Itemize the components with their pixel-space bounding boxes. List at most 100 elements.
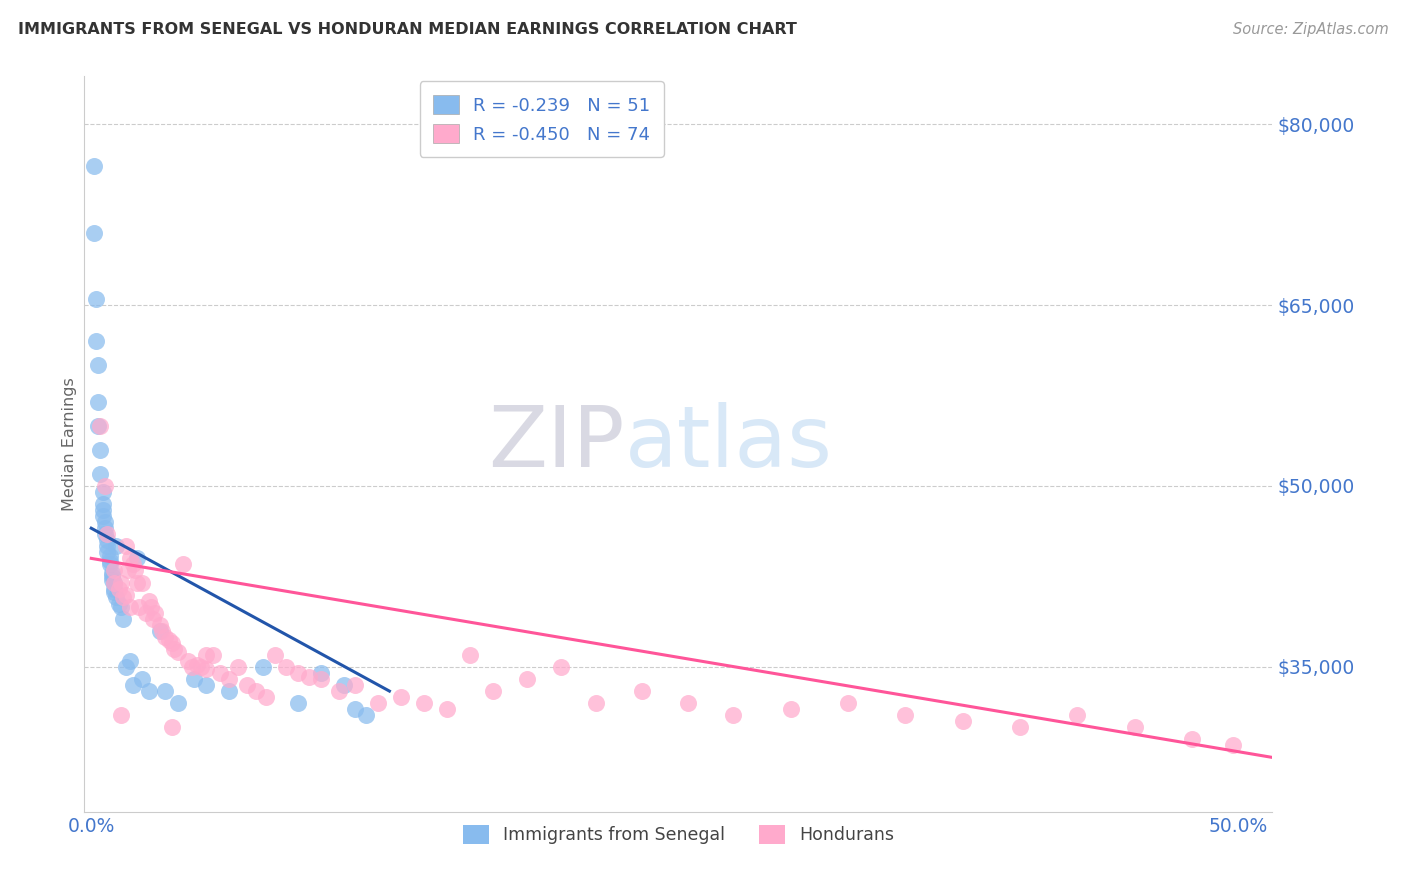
Point [127, 575, 149, 590]
Point [779, 702, 801, 716]
Point [84, 292, 107, 306]
Point [135, 606, 157, 620]
Point [894, 708, 917, 723]
Point [356, 708, 378, 723]
Point [142, 612, 165, 626]
Point [117, 564, 139, 578]
Point [194, 648, 217, 662]
Point [1123, 720, 1146, 734]
Point [110, 599, 132, 614]
Point [105, 539, 128, 553]
Point [630, 684, 652, 698]
Point [103, 575, 125, 590]
Point [103, 564, 125, 578]
Point [236, 678, 259, 692]
Point [153, 684, 176, 698]
Point [98, 554, 121, 568]
Point [181, 660, 204, 674]
Point [120, 654, 142, 668]
Point [89, 467, 111, 481]
Point [127, 551, 149, 566]
Text: Source: ZipAtlas.com: Source: ZipAtlas.com [1233, 22, 1389, 37]
Point [1010, 720, 1032, 734]
Point [101, 566, 124, 580]
Point [91, 509, 114, 524]
Point [96, 533, 118, 548]
Point [87, 359, 110, 373]
Point [287, 665, 309, 680]
Point [121, 558, 143, 572]
Point [107, 597, 129, 611]
Point [105, 590, 128, 604]
Point [276, 660, 298, 674]
Point [163, 641, 186, 656]
Point [87, 418, 110, 433]
Point [91, 485, 114, 500]
Point [585, 696, 607, 710]
Point [176, 654, 198, 668]
Point [112, 590, 135, 604]
Point [201, 648, 224, 662]
Point [83, 159, 105, 173]
Point [343, 702, 366, 716]
Point [332, 678, 354, 692]
Point [309, 672, 332, 686]
Point [98, 558, 121, 572]
Point [343, 678, 366, 692]
Point [157, 633, 180, 648]
Point [128, 599, 150, 614]
Point [218, 684, 240, 698]
Point [149, 617, 172, 632]
Text: IMMIGRANTS FROM SENEGAL VS HONDURAN MEDIAN EARNINGS CORRELATION CHART: IMMIGRANTS FROM SENEGAL VS HONDURAN MEDI… [18, 22, 797, 37]
Point [723, 708, 745, 723]
Point [172, 558, 194, 572]
Point [218, 672, 240, 686]
Point [167, 696, 190, 710]
Point [190, 660, 212, 674]
Point [389, 690, 412, 705]
Point [328, 684, 350, 698]
Point [550, 660, 572, 674]
Point [194, 662, 217, 676]
Point [139, 599, 162, 614]
Point [160, 720, 183, 734]
Point [94, 521, 117, 535]
Point [94, 479, 117, 493]
Point [150, 624, 173, 638]
Point [131, 672, 153, 686]
Point [84, 334, 107, 349]
Point [1066, 708, 1088, 723]
Point [1222, 739, 1244, 753]
Point [149, 624, 172, 638]
Point [183, 672, 205, 686]
Point [153, 630, 176, 644]
Point [309, 665, 332, 680]
Point [121, 678, 143, 692]
Point [83, 226, 105, 240]
Point [160, 636, 183, 650]
Point [952, 714, 974, 729]
Text: atlas: atlas [624, 402, 832, 485]
Point [367, 696, 389, 710]
Point [107, 582, 129, 596]
Point [138, 593, 160, 607]
Point [112, 612, 135, 626]
Point [96, 539, 118, 553]
Text: ZIP: ZIP [488, 402, 624, 485]
Point [101, 573, 124, 587]
Point [114, 539, 136, 553]
Point [110, 708, 132, 723]
Point [98, 549, 121, 563]
Point [252, 660, 274, 674]
Point [254, 690, 277, 705]
Point [96, 527, 118, 541]
Point [138, 684, 160, 698]
Point [124, 564, 146, 578]
Point [481, 684, 503, 698]
Point [91, 497, 114, 511]
Point [120, 551, 142, 566]
Point [676, 696, 699, 710]
Point [167, 645, 190, 659]
Point [412, 696, 434, 710]
Point [226, 660, 249, 674]
